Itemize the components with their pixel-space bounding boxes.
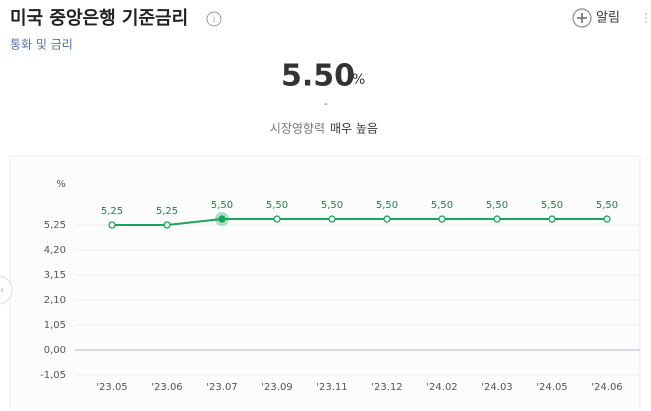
point xyxy=(108,221,116,229)
scroll-left[interactable] xyxy=(0,275,13,305)
data-label: 5,50 xyxy=(211,200,233,211)
alert-icon[interactable] xyxy=(572,8,592,28)
impact-value: 매우 높음 xyxy=(330,122,378,136)
x-tick-label: '23.07 xyxy=(206,382,237,393)
point xyxy=(328,215,336,223)
x-tick-label: '24.06 xyxy=(591,382,622,393)
point xyxy=(438,215,446,223)
y-tick-label: 1,05 xyxy=(44,320,66,331)
x-tick-label: '23.12 xyxy=(371,382,402,393)
x-tick-label: '24.03 xyxy=(481,382,512,393)
info-icon[interactable] xyxy=(206,11,222,27)
scroll-left-glyph: ‹ xyxy=(0,285,4,296)
x-tick-label: '23.09 xyxy=(261,382,292,393)
data-label: 5,50 xyxy=(486,200,508,211)
subtitle: 통화 및 금리 xyxy=(10,38,73,52)
data-label: 5,50 xyxy=(541,200,563,211)
alert-plus xyxy=(577,13,587,23)
info-icon-glyph: i xyxy=(213,16,216,26)
x-tick-label: '23.06 xyxy=(151,382,182,393)
chart-panel xyxy=(9,155,641,411)
x-tick-label: '23.05 xyxy=(96,382,127,393)
y-tick-label: 0,00 xyxy=(44,345,66,356)
data-label: 5,25 xyxy=(101,206,123,217)
title: 미국 중앙은행 기준금리 xyxy=(10,8,188,29)
data-label: 5,50 xyxy=(376,200,398,211)
point xyxy=(493,215,501,223)
point xyxy=(603,215,611,223)
point xyxy=(218,215,226,223)
current-unit: % xyxy=(352,72,365,88)
y-tick-label: -1,05 xyxy=(40,370,66,381)
alert-button[interactable]: 알림 xyxy=(596,11,620,26)
x-tick-label: '24.05 xyxy=(536,382,567,393)
data-label: 5,50 xyxy=(266,200,288,211)
x-tick-label: '24.02 xyxy=(426,382,457,393)
data-label: 5,50 xyxy=(431,200,453,211)
y-tick-label: 4,20 xyxy=(44,245,66,256)
line xyxy=(112,218,607,226)
y-axis-label: % xyxy=(56,179,66,190)
y-tick-label: 3,15 xyxy=(44,270,66,281)
current-value: 5.50 xyxy=(281,59,355,94)
data-label: 5,50 xyxy=(596,200,618,211)
y-tick-label: 2,10 xyxy=(44,295,66,306)
y-tick-label: 5,25 xyxy=(44,220,66,231)
point xyxy=(273,215,281,223)
impact-label: 시장영향력 xyxy=(270,122,325,136)
point xyxy=(548,215,556,223)
data-label: 5,50 xyxy=(321,200,343,211)
change: - xyxy=(324,97,328,110)
more-menu[interactable]: ⋮ xyxy=(640,11,651,25)
point xyxy=(163,221,171,229)
data-label: 5,25 xyxy=(156,206,178,217)
point xyxy=(383,215,391,223)
x-tick-label: '23.11 xyxy=(316,382,347,393)
